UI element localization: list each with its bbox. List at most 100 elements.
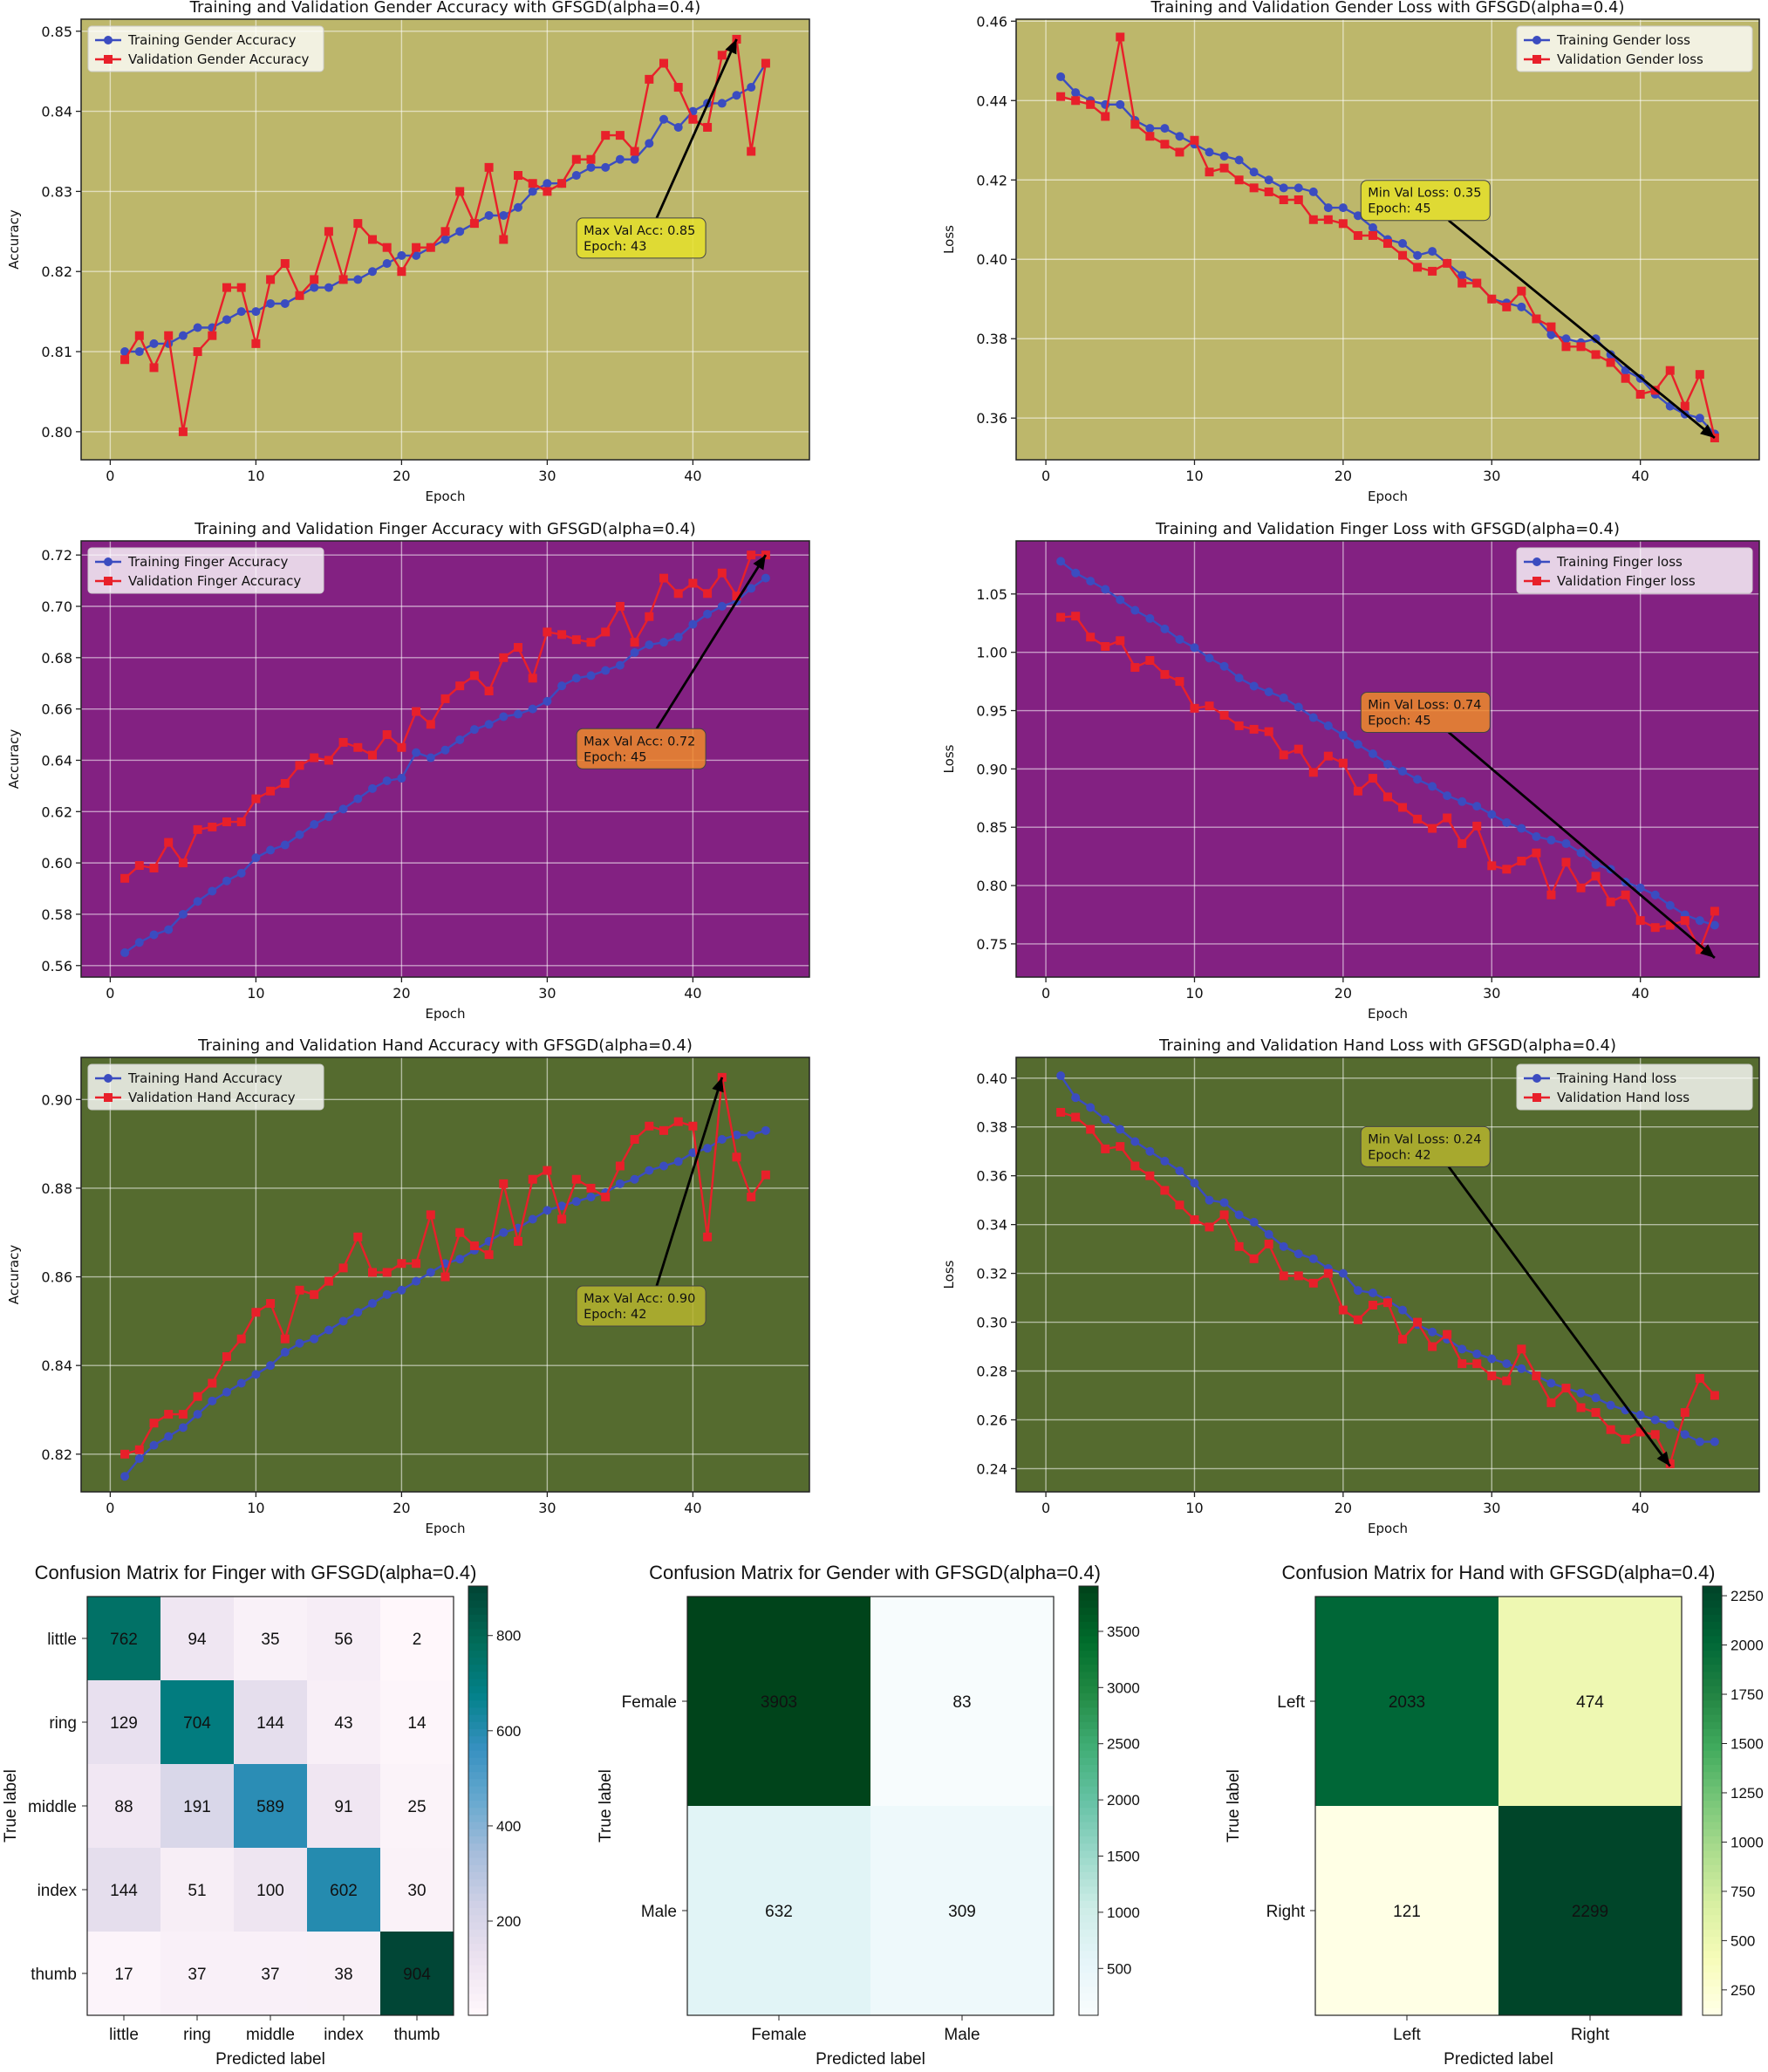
colorbar-segment bbox=[468, 1593, 488, 1602]
data-point bbox=[1116, 99, 1125, 109]
data-point bbox=[295, 1285, 304, 1295]
data-point bbox=[310, 1334, 319, 1344]
y-tick-label: 0.80 bbox=[976, 878, 1007, 894]
data-point bbox=[149, 363, 159, 373]
y-tick-label: 0.80 bbox=[41, 424, 72, 441]
data-point bbox=[1487, 1354, 1497, 1364]
matrix-cell bbox=[380, 1764, 454, 1849]
legend: Training Gender Accuracy Validation Gende… bbox=[87, 25, 324, 72]
data-point bbox=[1472, 278, 1482, 288]
data-point bbox=[1071, 612, 1081, 621]
data-point bbox=[251, 338, 261, 348]
data-point bbox=[1249, 183, 1259, 193]
data-point bbox=[1368, 1288, 1377, 1297]
data-point bbox=[193, 1392, 202, 1401]
colorbar-tick-label: 2250 bbox=[1730, 1588, 1764, 1604]
colorbar-segment bbox=[1703, 1850, 1722, 1859]
data-point bbox=[1219, 1210, 1229, 1220]
data-point bbox=[659, 638, 668, 647]
data-point bbox=[412, 748, 421, 757]
data-point bbox=[164, 1410, 174, 1419]
cell-value: 589 bbox=[256, 1798, 284, 1816]
data-point bbox=[1086, 577, 1096, 586]
cell-value: 2033 bbox=[1389, 1693, 1425, 1712]
data-point bbox=[251, 794, 261, 803]
data-point bbox=[1353, 786, 1362, 796]
colorbar-segment bbox=[1079, 1808, 1098, 1816]
colorbar-segment bbox=[468, 1714, 488, 1723]
data-point bbox=[717, 568, 727, 578]
data-point bbox=[586, 1183, 596, 1193]
x-tick-label: 20 bbox=[393, 985, 410, 1002]
data-point bbox=[208, 331, 217, 340]
y-tick-label: Female bbox=[622, 1693, 677, 1712]
data-point bbox=[1086, 99, 1096, 109]
data-point bbox=[1398, 1305, 1408, 1315]
data-point bbox=[484, 1250, 494, 1260]
colorbar-segment bbox=[468, 1987, 488, 1995]
x-axis-label: Epoch bbox=[1368, 1521, 1408, 1536]
data-point bbox=[280, 1347, 290, 1357]
data-point bbox=[1621, 1434, 1630, 1444]
data-point bbox=[1591, 1408, 1601, 1418]
colorbar-segment bbox=[1079, 1864, 1098, 1873]
colorbar-segment bbox=[1703, 1614, 1722, 1623]
colorbar-segment bbox=[1079, 1607, 1098, 1616]
data-point bbox=[645, 640, 654, 650]
data-point bbox=[630, 154, 639, 164]
y-axis-label: True label bbox=[2, 1769, 20, 1843]
y-tick-label: 0.83 bbox=[41, 183, 72, 200]
colorbar-segment bbox=[1703, 1936, 1722, 1945]
annotation-line: Min Val Loss: 0.74 bbox=[1368, 698, 1481, 712]
colorbar-segment bbox=[468, 1922, 488, 1931]
colorbar-segment bbox=[468, 1743, 488, 1752]
matrix-cell bbox=[87, 1597, 161, 1681]
data-point bbox=[1457, 1359, 1467, 1369]
plot-background bbox=[1016, 541, 1759, 977]
data-point bbox=[236, 868, 246, 878]
line-chart-finger-loss: 0 10 20 30 40 0.75 0.80 0.85 0.90 0.95 1.00 1.05 Tra… bbox=[941, 520, 1760, 1022]
data-point bbox=[1264, 175, 1273, 185]
data-point bbox=[1249, 681, 1259, 691]
data-point bbox=[1101, 112, 1110, 121]
data-point bbox=[703, 122, 713, 132]
data-point bbox=[1606, 1400, 1615, 1410]
matrix-cell bbox=[160, 1597, 235, 1681]
data-point bbox=[149, 864, 159, 872]
data-point bbox=[1264, 187, 1273, 196]
cell-value: 37 bbox=[261, 1966, 279, 1984]
x-tick-label: 30 bbox=[538, 468, 556, 484]
data-point bbox=[251, 1370, 261, 1379]
data-point bbox=[1680, 1430, 1689, 1439]
data-point bbox=[1517, 1344, 1526, 1354]
data-point bbox=[178, 427, 188, 436]
series-training bbox=[120, 573, 770, 958]
cell-value: 2299 bbox=[1572, 1903, 1608, 1921]
data-point bbox=[1561, 858, 1571, 867]
data-point bbox=[732, 91, 741, 100]
data-point bbox=[368, 1299, 377, 1309]
colorbar-segment bbox=[1703, 1672, 1722, 1680]
data-point bbox=[1145, 613, 1155, 623]
cell-value: 904 bbox=[403, 1966, 431, 1984]
data-point bbox=[1264, 1240, 1273, 1249]
data-point bbox=[266, 1299, 276, 1309]
matrix-cell bbox=[1498, 1806, 1683, 2016]
data-point bbox=[747, 1193, 756, 1202]
data-point bbox=[164, 1432, 174, 1441]
cell-value: 309 bbox=[948, 1903, 976, 1921]
data-point bbox=[1398, 767, 1408, 776]
colorbar-tick-label: 3000 bbox=[1107, 1679, 1140, 1696]
colorbar-segment bbox=[1079, 1736, 1098, 1745]
data-point bbox=[1502, 1359, 1512, 1369]
colorbar-segment bbox=[468, 1607, 488, 1616]
data-point bbox=[1338, 730, 1348, 740]
annotation-line: Min Val Loss: 0.35 bbox=[1368, 187, 1481, 201]
colorbar-segment bbox=[1079, 1779, 1098, 1788]
colorbar-segment bbox=[468, 1900, 488, 1909]
data-point bbox=[1249, 1254, 1259, 1263]
data-point bbox=[586, 671, 596, 680]
legend: Training Hand Accuracy Validation Hand Ac… bbox=[87, 1063, 324, 1111]
matrix-cell bbox=[87, 1680, 161, 1765]
y-tick-label: 0.81 bbox=[41, 344, 72, 360]
